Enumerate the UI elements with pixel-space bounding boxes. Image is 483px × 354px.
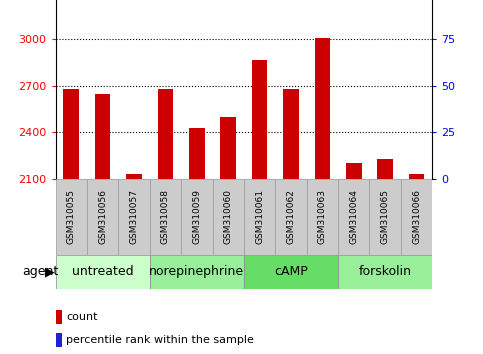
Text: ▶: ▶: [45, 265, 55, 278]
Bar: [314, 38, 330, 179]
Text: percentile rank within the sample: percentile rank within the sample: [66, 335, 254, 345]
Bar: [181, 179, 213, 255]
Bar: [118, 179, 150, 255]
Bar: [346, 163, 362, 179]
Bar: [150, 255, 244, 289]
Text: agent: agent: [23, 265, 59, 278]
Text: GSM310063: GSM310063: [318, 189, 327, 244]
Text: cAMP: cAMP: [274, 265, 308, 278]
Text: untreated: untreated: [72, 265, 133, 278]
Text: norepinephrine: norepinephrine: [149, 265, 244, 278]
Bar: [63, 89, 79, 179]
Bar: [377, 159, 393, 179]
Text: GSM310056: GSM310056: [98, 189, 107, 244]
Bar: [189, 128, 205, 179]
Text: forskolin: forskolin: [359, 265, 412, 278]
Bar: [126, 174, 142, 179]
Text: GSM310059: GSM310059: [192, 189, 201, 244]
Bar: [95, 93, 111, 179]
Bar: [213, 179, 244, 255]
Text: GSM310062: GSM310062: [286, 189, 296, 244]
Bar: [220, 117, 236, 179]
Bar: [252, 59, 268, 179]
Bar: [307, 179, 338, 255]
Text: GSM310057: GSM310057: [129, 189, 139, 244]
Bar: [283, 89, 299, 179]
Bar: [244, 255, 338, 289]
Bar: [150, 179, 181, 255]
Bar: [401, 179, 432, 255]
Bar: [338, 179, 369, 255]
Text: count: count: [66, 312, 98, 322]
Text: GSM310058: GSM310058: [161, 189, 170, 244]
Bar: [409, 174, 425, 179]
Bar: [157, 89, 173, 179]
Bar: [275, 179, 307, 255]
Bar: [56, 255, 150, 289]
Text: GSM310060: GSM310060: [224, 189, 233, 244]
Bar: [87, 179, 118, 255]
Bar: [56, 179, 87, 255]
Bar: [338, 255, 432, 289]
Text: GSM310055: GSM310055: [67, 189, 76, 244]
Text: GSM310066: GSM310066: [412, 189, 421, 244]
Text: GSM310061: GSM310061: [255, 189, 264, 244]
Bar: [369, 179, 401, 255]
Text: GSM310065: GSM310065: [381, 189, 390, 244]
Text: GSM310064: GSM310064: [349, 189, 358, 244]
Bar: [244, 179, 275, 255]
